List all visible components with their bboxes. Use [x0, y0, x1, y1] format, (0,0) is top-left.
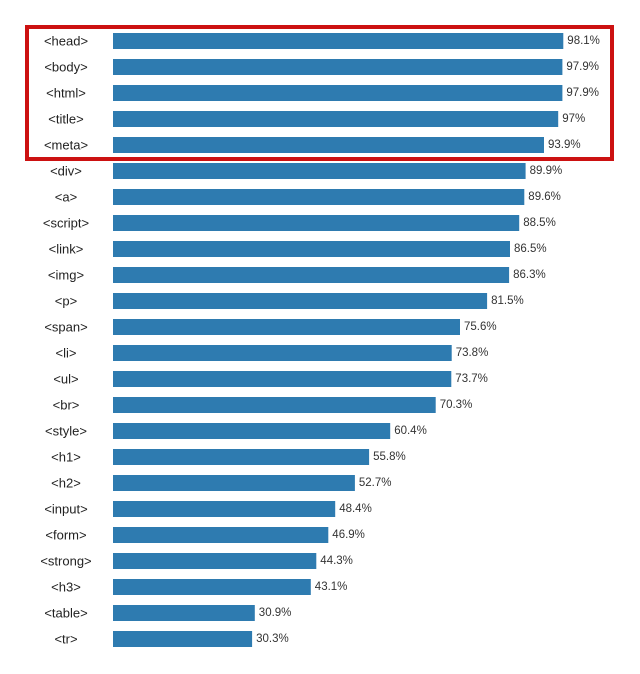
bar-meta: [113, 137, 544, 153]
highlight-box: [25, 25, 614, 161]
value-label-p: 81.5%: [491, 295, 524, 307]
category-label-style: <style>: [45, 424, 87, 439]
bar-tr: [113, 631, 253, 647]
bar-style: [113, 423, 391, 439]
category-label-p: <p>: [55, 294, 77, 309]
bar-ul: [113, 371, 452, 387]
category-label-script: <script>: [43, 216, 89, 231]
bar-html: [113, 85, 563, 101]
value-label-div: 89.9%: [530, 165, 563, 177]
category-label-html: <html>: [46, 86, 86, 101]
bar-table: [113, 605, 255, 621]
category-label-tr: <tr>: [54, 632, 77, 647]
category-label-title: <title>: [48, 112, 83, 127]
category-labels-group: <head> <body> <html> <title> <meta> <div> <a> <…: [40, 34, 91, 647]
bar-title: [113, 111, 559, 127]
category-label-form: <form>: [45, 528, 86, 543]
value-label-ul: 73.7%: [455, 373, 488, 385]
bar-h3: [113, 579, 311, 595]
value-label-html: 97.9%: [566, 87, 599, 99]
value-label-head: 98.1%: [567, 35, 600, 47]
category-label-img: <img>: [48, 268, 84, 283]
value-label-h2: 52.7%: [359, 477, 392, 489]
bar-p: [113, 293, 488, 309]
category-label-div: <div>: [50, 164, 82, 179]
value-label-title: 97%: [562, 113, 585, 125]
value-label-span: 75.6%: [464, 321, 497, 333]
value-label-table: 30.9%: [259, 607, 292, 619]
bar-strong: [113, 553, 317, 569]
category-label-body: <body>: [44, 60, 87, 75]
category-label-h1: <h1>: [51, 450, 81, 465]
value-label-meta: 93.9%: [548, 139, 581, 151]
category-label-h2: <h2>: [51, 476, 81, 491]
value-label-h1: 55.8%: [373, 451, 406, 463]
bar-div: [113, 163, 526, 179]
bar-h1: [113, 449, 370, 465]
bar-head: [113, 33, 564, 49]
bar-a: [113, 189, 525, 205]
category-label-meta: <meta>: [44, 138, 88, 153]
bar-form: [113, 527, 329, 543]
value-labels-group: 98.1% 97.9% 97.9% 97% 93.9% 89.9% 89.6% 88.5% 86…: [256, 35, 600, 645]
value-label-h3: 43.1%: [315, 581, 348, 593]
category-label-table: <table>: [44, 606, 87, 621]
category-label-ul: <ul>: [53, 372, 78, 387]
category-label-br: <br>: [53, 398, 80, 413]
bar-br: [113, 397, 436, 413]
category-label-link: <link>: [49, 242, 84, 257]
bar-img: [113, 267, 510, 283]
value-label-tr: 30.3%: [256, 633, 289, 645]
bar-h2: [113, 475, 355, 491]
category-label-input: <input>: [44, 502, 87, 517]
category-label-h3: <h3>: [51, 580, 81, 595]
bar-span: [113, 319, 460, 335]
value-label-img: 86.3%: [513, 269, 546, 281]
value-label-input: 48.4%: [339, 503, 372, 515]
category-label-head: <head>: [44, 34, 88, 49]
value-label-a: 89.6%: [528, 191, 561, 203]
value-label-br: 70.3%: [440, 399, 473, 411]
value-label-body: 97.9%: [566, 61, 599, 73]
bar-li: [113, 345, 452, 361]
value-label-style: 60.4%: [394, 425, 427, 437]
value-label-li: 73.8%: [456, 347, 489, 359]
value-label-link: 86.5%: [514, 243, 547, 255]
bar-body: [113, 59, 563, 75]
value-label-form: 46.9%: [332, 529, 365, 541]
bars-group: [113, 33, 564, 647]
category-label-a: <a>: [55, 190, 77, 205]
value-label-strong: 44.3%: [320, 555, 353, 567]
bar-script: [113, 215, 520, 231]
bar-input: [113, 501, 336, 517]
category-label-strong: <strong>: [40, 554, 91, 569]
category-label-li: <li>: [56, 346, 77, 361]
category-label-span: <span>: [44, 320, 87, 335]
value-label-script: 88.5%: [523, 217, 556, 229]
bar-link: [113, 241, 510, 257]
